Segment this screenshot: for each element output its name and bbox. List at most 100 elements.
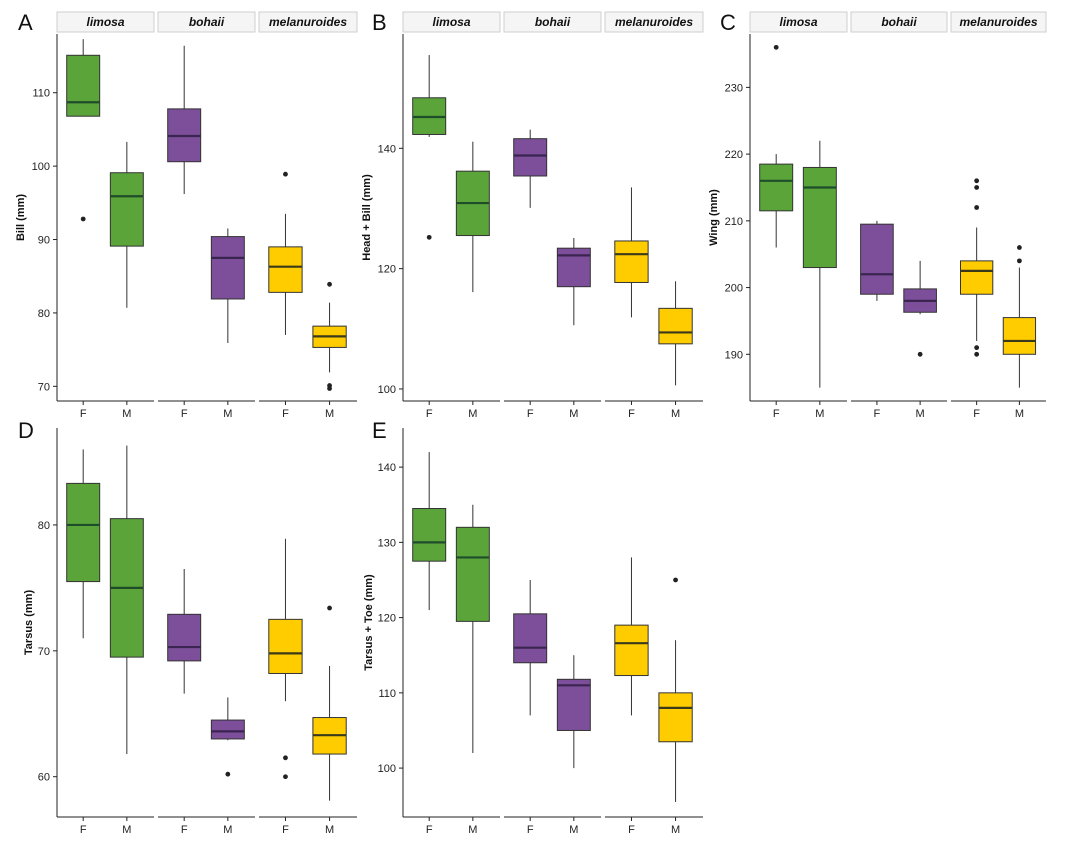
outlier-point [974,345,980,351]
y-tick-label: 100 [378,763,396,775]
outlier-point [1017,258,1022,264]
x-tick-label: F [973,408,980,420]
box-body [455,526,490,622]
box-body [759,163,794,212]
outlier-point [283,755,288,761]
box-body [513,138,548,177]
x-tick-label: F [426,408,433,420]
panel-letter: C [720,10,736,35]
box-bohaii-M [556,237,591,326]
facet-strip-label: melanuroides [959,15,1037,29]
outlier-point [974,185,980,190]
box-body [658,692,693,743]
box-bohaii-M [556,655,591,769]
y-tick-label: 120 [378,613,396,625]
x-tick-label: M [122,408,131,420]
box-body [268,246,303,293]
y-tick-label: 140 [378,462,396,474]
x-tick-label: M [468,824,477,836]
x-tick-label: F [282,824,289,836]
box-bohaii-F [860,220,894,301]
box-bohaii-F [513,129,548,208]
panel-letter: A [18,10,33,35]
x-tick-label: F [773,408,780,420]
box-limosa-F [66,39,101,222]
y-tick-label: 100 [378,384,396,396]
box-melanuroides-F [268,538,303,780]
x-tick-label: M [325,408,334,420]
outlier-point [283,774,288,780]
box-melanuroides-M [658,577,693,802]
outlier-point [773,44,779,50]
y-axis-label: Bill (mm) [15,194,27,241]
panel-d: D 60 70 80 Tarsus (mm) F M F M F M [18,418,357,836]
x-tick-label: M [1015,408,1024,420]
box-bohaii-F [513,579,548,716]
facet-strip [950,11,1047,33]
x-tick-label: F [874,408,881,420]
box-body [268,618,303,674]
box-body [556,247,591,288]
facet-strip-label: limosa [86,15,124,29]
facet-strip-label: melanuroides [615,15,693,29]
box-body [658,307,693,345]
y-axis-label: Wing (mm) [708,189,720,246]
outlier-point [974,351,980,357]
outlier-point [974,205,980,210]
box-limosa-F [66,449,101,639]
outlier-point [225,771,231,777]
box-limosa-F [412,55,447,240]
outlier-point [80,216,86,222]
y-axis-label: Tarsus (mm) [23,590,35,656]
facet-strip [503,11,602,33]
y-axis-label: Tarsus + Toe (mm) [363,574,375,671]
box-body [66,482,101,583]
box-body [614,240,649,283]
panel-letter: D [18,418,34,443]
y-tick-label: 80 [38,308,50,320]
box-limosa-F [412,452,447,611]
facet-strip [258,11,358,33]
outlier-point [283,171,288,177]
y-tick-label: 140 [378,143,396,155]
box-limosa-M [109,141,144,308]
facet-strip [402,11,501,33]
x-tick-label: M [916,408,925,420]
box-limosa-M [455,141,490,293]
panel-e: E 100 110 120 130 140 Tarsus + Toe (mm) F M F M F M [363,418,703,836]
y-axis-label: Head + Bill (mm) [361,174,373,261]
x-tick-label: F [181,408,188,420]
box-melanuroides-M [312,281,347,391]
y-tick-label: 90 [38,235,50,247]
x-tick-label: M [569,824,578,836]
box-body [66,54,101,117]
box-body [1002,317,1037,355]
box-bohaii-M [210,697,245,777]
outlier-point [327,281,332,287]
outlier-point [426,234,432,240]
x-tick-label: F [181,824,188,836]
facet-strip-label: bohaii [881,15,917,29]
y-tick-label: 130 [378,537,396,549]
box-melanuroides-F [268,171,303,335]
y-tick-label: 80 [38,520,50,532]
box-body [556,678,591,731]
box-body [860,223,894,295]
facet-strip-label: bohaii [535,15,571,29]
x-tick-label: M [223,824,232,836]
y-tick-label: 60 [38,772,50,784]
box-limosa-F [759,44,794,248]
y-tick-label: 200 [725,283,743,295]
outlier-point [327,605,332,611]
x-tick-label: F [282,408,289,420]
box-melanuroides-F [614,557,649,716]
x-tick-label: F [80,824,87,836]
box-body [109,172,144,247]
box-limosa-M [109,445,144,755]
box-bohaii-F [167,568,202,694]
y-tick-label: 110 [378,688,396,700]
x-tick-label: M [671,824,680,836]
facet-strip-label: limosa [432,15,470,29]
box-body [802,166,837,269]
